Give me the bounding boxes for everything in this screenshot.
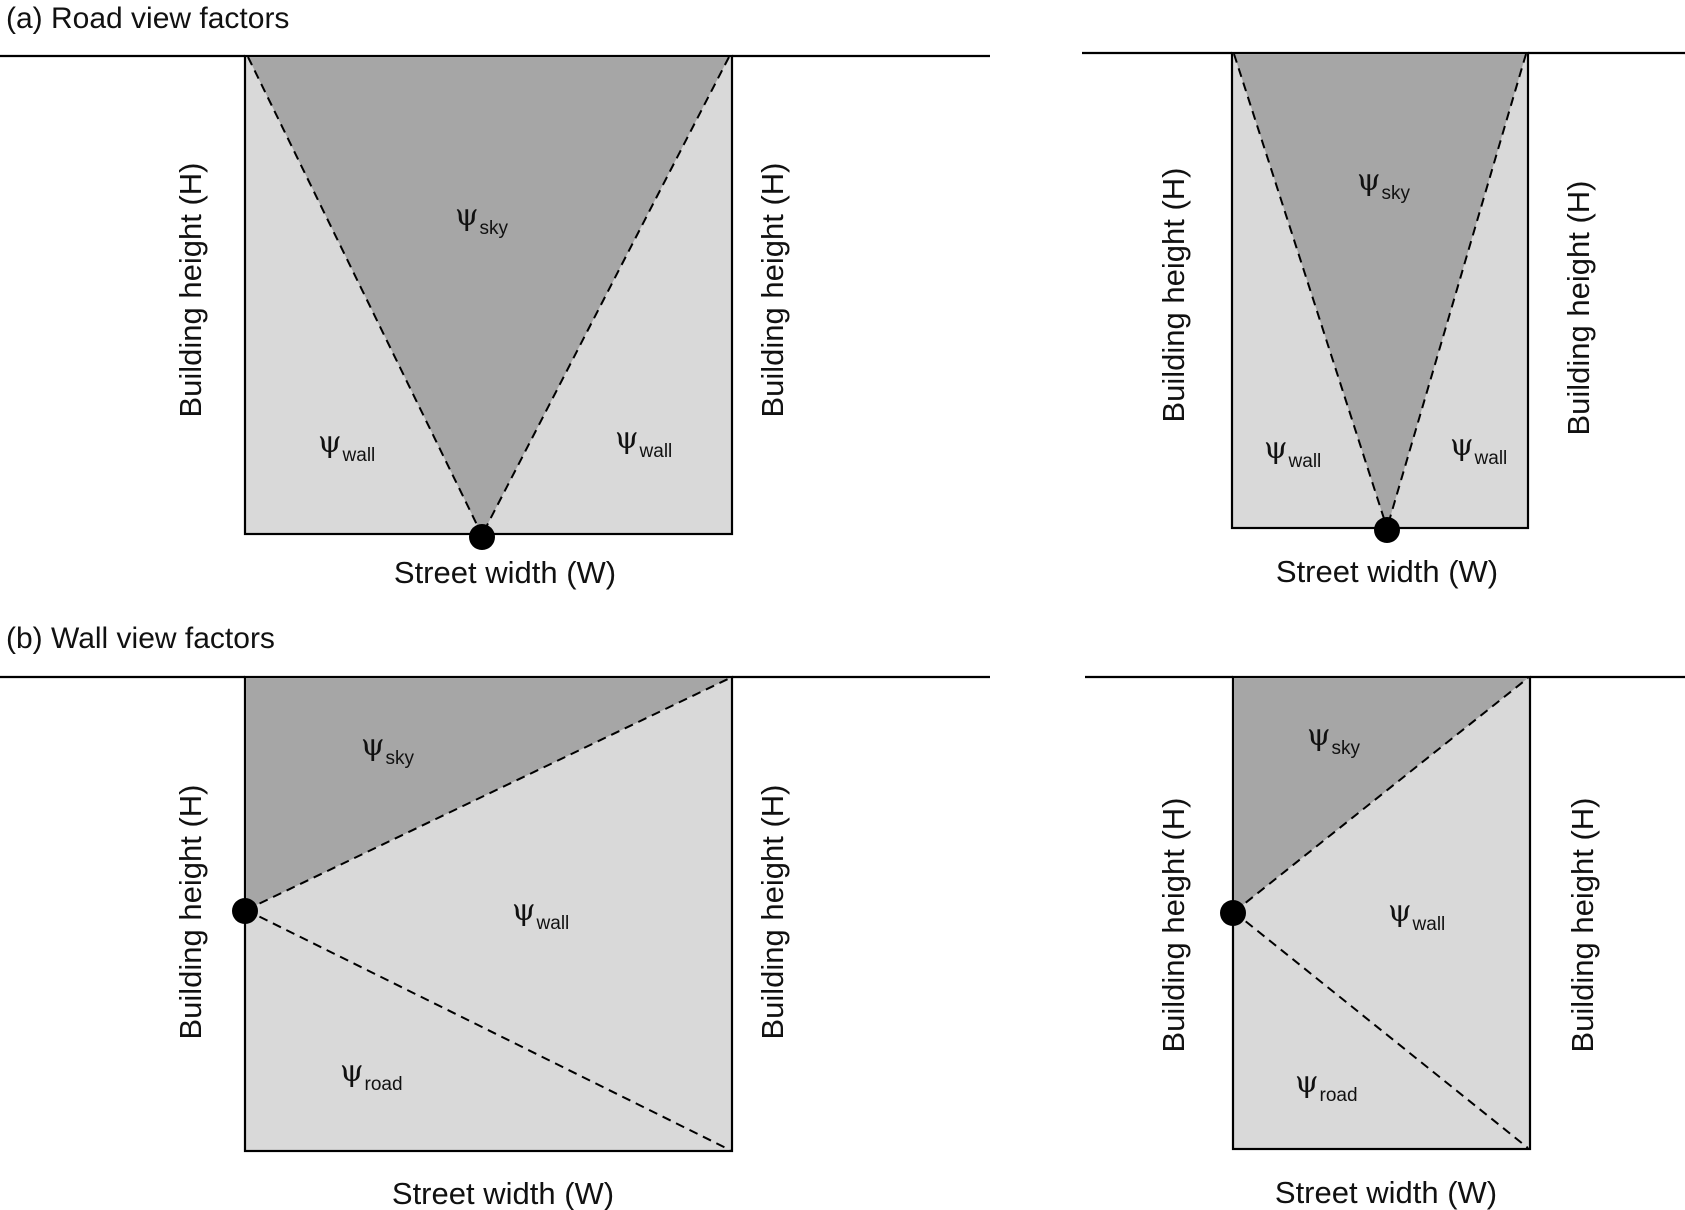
psi-sky-label: ψsky — [455, 198, 509, 239]
view-line-road — [1233, 911, 1529, 1149]
psi-sky-label: ψsky — [361, 728, 415, 769]
observer-dot — [232, 898, 258, 924]
psi-wall-right-label: ψwall — [615, 421, 672, 462]
sky-region — [248, 57, 729, 535]
psi-wall-label: ψwall — [512, 893, 569, 934]
psi-road-label: ψroad — [1295, 1065, 1358, 1106]
building-height-label-left: Building height (H) — [173, 162, 208, 417]
psi-wall-right-label: ψwall — [1450, 428, 1507, 469]
observer-dot — [1374, 517, 1400, 543]
street-width-label: Street width (W) — [1275, 1175, 1497, 1210]
panel-road-narrow: ψsky ψwall ψwall Building height (H) Bui… — [1082, 51, 1685, 589]
building-height-label-right: Building height (H) — [755, 784, 790, 1039]
panel-wall-narrow: ψsky ψwall ψroad Building height (H) Bui… — [1085, 675, 1685, 1210]
sky-region — [246, 678, 730, 910]
section-b-title: (b) Wall view factors — [6, 622, 275, 655]
building-height-label-left: Building height (H) — [173, 784, 208, 1039]
psi-road-label: ψroad — [340, 1054, 403, 1095]
view-line-left — [247, 56, 483, 536]
psi-sky-label: ψsky — [1307, 718, 1361, 759]
psi-wall-label: ψwall — [1388, 894, 1445, 935]
view-line-road — [245, 909, 731, 1151]
psi-wall-left-label: ψwall — [1264, 431, 1321, 472]
street-width-label: Street width (W) — [394, 555, 616, 590]
observer-dot — [1220, 900, 1246, 926]
view-line-left — [1233, 53, 1388, 529]
building-height-label-left: Building height (H) — [1156, 797, 1191, 1052]
panel-wall-wide: ψsky ψwall ψroad Building height (H) Bui… — [0, 675, 990, 1210]
building-height-label-right: Building height (H) — [1565, 797, 1600, 1052]
panel-road-wide: ψsky ψwall ψwall Building height (H) Bui… — [0, 54, 990, 590]
psi-wall-left-label: ψwall — [318, 425, 375, 466]
street-width-label: Street width (W) — [392, 1176, 614, 1210]
building-height-label-right: Building height (H) — [1561, 180, 1596, 435]
view-line-sky — [1233, 677, 1529, 913]
building-height-label-left: Building height (H) — [1156, 167, 1191, 422]
observer-dot — [469, 524, 495, 550]
section-a-title: (a) Road view factors — [6, 2, 289, 35]
street-width-label: Street width (W) — [1276, 554, 1498, 589]
building-height-label-right: Building height (H) — [755, 162, 790, 417]
psi-sky-label: ψsky — [1357, 163, 1411, 204]
view-line-right — [1386, 53, 1527, 529]
sky-region — [1234, 54, 1526, 528]
